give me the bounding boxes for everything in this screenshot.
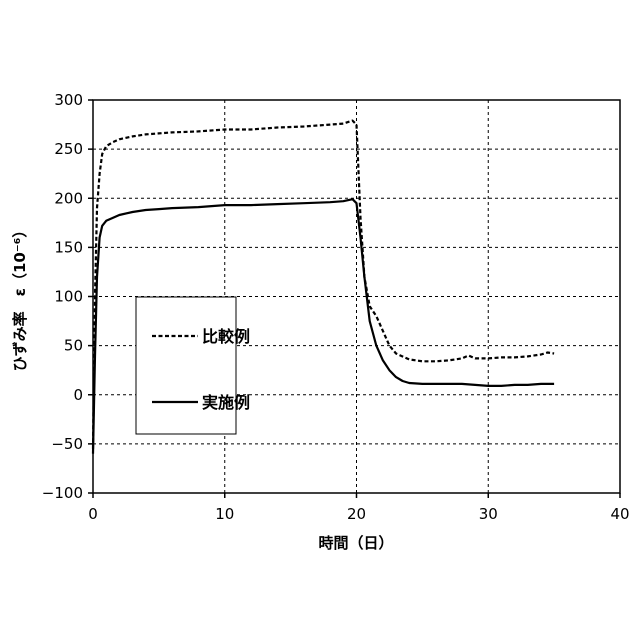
x-tick-label: 10 xyxy=(215,505,234,523)
x-tick-label: 40 xyxy=(610,505,629,523)
x-tick-label: 30 xyxy=(479,505,498,523)
legend-label-example: 実施例 xyxy=(202,393,250,412)
y-tick-label: 200 xyxy=(54,189,83,207)
y-tick-label: 100 xyxy=(54,288,83,306)
y-tick-label: 300 xyxy=(54,91,83,109)
x-axis-title: 時間（日） xyxy=(318,534,393,552)
x-tick-label: 20 xyxy=(347,505,366,523)
y-tick-label: 250 xyxy=(54,140,83,158)
legend-label-comparative: 比較例 xyxy=(202,327,250,346)
legend-box xyxy=(136,297,236,434)
y-axis-title: ひずみ率 ε（10⁻⁶） xyxy=(11,223,29,372)
y-tick-label: 50 xyxy=(64,337,83,355)
y-tick-label: −100 xyxy=(42,484,83,502)
y-tick-label: −50 xyxy=(51,435,83,453)
y-tick-label: 150 xyxy=(54,238,83,256)
y-tick-label: 0 xyxy=(73,386,83,404)
x-tick-label: 0 xyxy=(88,505,98,523)
legend: 比較例 実施例 xyxy=(136,297,250,434)
